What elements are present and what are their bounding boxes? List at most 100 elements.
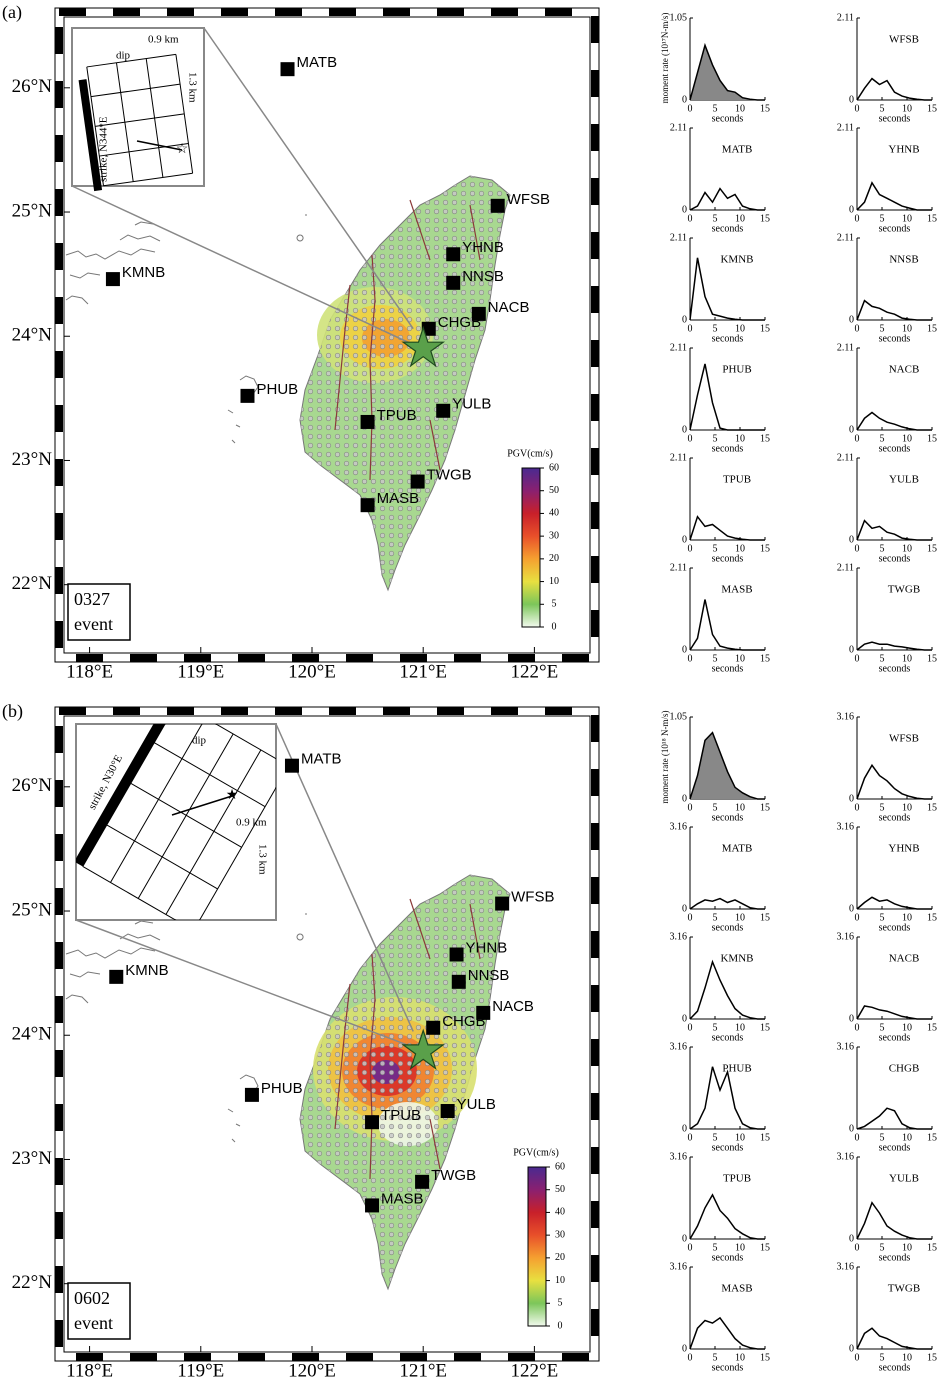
x-tick-label: 0 bbox=[688, 1132, 693, 1143]
station bbox=[476, 1005, 491, 1020]
station bbox=[415, 1174, 430, 1189]
x-tick-label: 15 bbox=[927, 1132, 937, 1143]
x-axis-label: seconds bbox=[879, 333, 911, 344]
x-axis-label: seconds bbox=[712, 113, 744, 124]
y-tick-label: 0 bbox=[682, 1233, 687, 1244]
y-tick-label: 23°N bbox=[12, 1148, 53, 1169]
y-tick-label: 3.16 bbox=[837, 1041, 855, 1052]
x-tick-label: 0 bbox=[855, 1242, 860, 1253]
station-label: KMNB bbox=[122, 264, 165, 281]
x-tick-label: 15 bbox=[760, 1132, 770, 1143]
colorbar-label: 30 bbox=[555, 1229, 565, 1240]
station-name: TWGB bbox=[888, 584, 920, 596]
y-tick-label: 26°N bbox=[12, 76, 53, 97]
y-tick-label: 2.11 bbox=[670, 342, 687, 353]
station bbox=[360, 414, 375, 429]
x-axis-label: seconds bbox=[712, 1252, 744, 1263]
x-tick-label: 15 bbox=[927, 802, 937, 813]
x-axis-label: seconds bbox=[879, 113, 911, 124]
colorbar bbox=[521, 467, 541, 628]
station-name: NACB bbox=[889, 364, 920, 376]
x-tick-label: 10 bbox=[735, 653, 745, 664]
x-tick-label: 15 bbox=[760, 213, 770, 224]
x-tick-label: 10 bbox=[735, 543, 745, 554]
x-tick-label: 15 bbox=[760, 653, 770, 664]
x-tick-label: 15 bbox=[927, 103, 937, 114]
y-tick-label: 0 bbox=[682, 204, 687, 215]
moment-rate-curve bbox=[689, 515, 765, 541]
x-tick-label: 5 bbox=[880, 433, 885, 444]
station-name: TPUB bbox=[723, 1173, 751, 1185]
moment-rate-curve bbox=[689, 959, 765, 1020]
x-tick-label: 119°E bbox=[177, 1360, 224, 1381]
moment-rate-curve bbox=[856, 411, 932, 431]
x-tick-label: 0 bbox=[855, 1352, 860, 1363]
inset-width: 0.9 km bbox=[236, 817, 267, 829]
y-tick-label: 3.16 bbox=[837, 931, 855, 942]
x-tick-label: 5 bbox=[713, 1022, 718, 1033]
station-label: KMNB bbox=[125, 962, 168, 979]
coastline bbox=[65, 214, 307, 444]
fault-lines bbox=[334, 898, 481, 1180]
x-tick-label: 5 bbox=[880, 543, 885, 554]
x-axis-label: seconds bbox=[712, 333, 744, 344]
station-label: YULB bbox=[452, 396, 491, 413]
x-tick-label: 15 bbox=[927, 653, 937, 664]
station-name: CHGB bbox=[889, 1063, 920, 1075]
station bbox=[495, 896, 510, 911]
station-label: WFSB bbox=[511, 889, 554, 906]
x-tick-label: 0 bbox=[855, 802, 860, 813]
y-tick-label: 26°N bbox=[12, 775, 53, 796]
station-name: NNSB bbox=[889, 254, 918, 266]
x-tick-label: 120°E bbox=[288, 1360, 336, 1381]
x-tick-label: 5 bbox=[713, 653, 718, 664]
moment-rate-curve bbox=[689, 731, 765, 800]
panel: (b) 118°E 119°E 120°E 121°E 122°E 22°N 23°N 24°N… bbox=[2, 701, 937, 1381]
moment-rate-curve bbox=[689, 1066, 765, 1130]
x-axis-label: seconds bbox=[879, 812, 911, 823]
station bbox=[365, 1198, 380, 1213]
moment-rate-curve bbox=[689, 897, 765, 910]
x-tick-label: 5 bbox=[880, 1132, 885, 1143]
x-tick-label: 15 bbox=[760, 103, 770, 114]
epicenter bbox=[401, 1028, 446, 1070]
y-tick-label: 24°N bbox=[12, 1024, 53, 1045]
y-tick-label: 1.05 bbox=[670, 711, 688, 722]
x-tick-label: 118°E bbox=[66, 661, 113, 682]
fault-edge bbox=[78, 79, 103, 192]
x-tick-label: 5 bbox=[713, 103, 718, 114]
inset-length: 1.3 km bbox=[186, 72, 198, 103]
y-tick-label: 0 bbox=[849, 793, 854, 804]
colorbar-title: PGV(cm/s) bbox=[507, 448, 553, 459]
x-tick-label: 10 bbox=[902, 323, 912, 334]
x-tick-label: 0 bbox=[855, 433, 860, 444]
x-tick-label: 5 bbox=[713, 543, 718, 554]
x-tick-label: 0 bbox=[688, 653, 693, 664]
epicenter bbox=[401, 325, 446, 368]
station-label: YULB bbox=[457, 1096, 496, 1113]
x-tick-label: 15 bbox=[927, 1022, 937, 1033]
event-word: event bbox=[74, 614, 113, 634]
station-name: MATB bbox=[722, 144, 753, 156]
panel: (a) 118°E 119°E 120°E 121°E 122°E 22°N 23°N 24°N… bbox=[2, 2, 937, 682]
x-tick-label: 0 bbox=[855, 912, 860, 923]
y-tick-label: 2.11 bbox=[837, 122, 854, 133]
moment-area bbox=[690, 45, 765, 100]
station bbox=[426, 1020, 441, 1035]
x-tick-label: 15 bbox=[927, 323, 937, 334]
y-tick-label: 0 bbox=[849, 94, 854, 105]
x-tick-label: 15 bbox=[927, 433, 937, 444]
station bbox=[284, 758, 299, 773]
grid-line bbox=[130, 782, 242, 848]
x-axis-label: seconds bbox=[712, 663, 744, 674]
y-tick-label: 2.11 bbox=[837, 342, 854, 353]
x-tick-label: 5 bbox=[713, 1352, 718, 1363]
x-tick-label: 10 bbox=[735, 802, 745, 813]
x-tick-label: 0 bbox=[688, 543, 693, 554]
y-tick-label: 0 bbox=[849, 1233, 854, 1244]
colorbar-label: 10 bbox=[549, 576, 559, 587]
y-tick-label: 3.16 bbox=[670, 1041, 688, 1052]
x-tick-label: 10 bbox=[902, 103, 912, 114]
grid-line bbox=[110, 724, 206, 883]
colorbar-title: PGV(cm/s) bbox=[513, 1147, 559, 1158]
